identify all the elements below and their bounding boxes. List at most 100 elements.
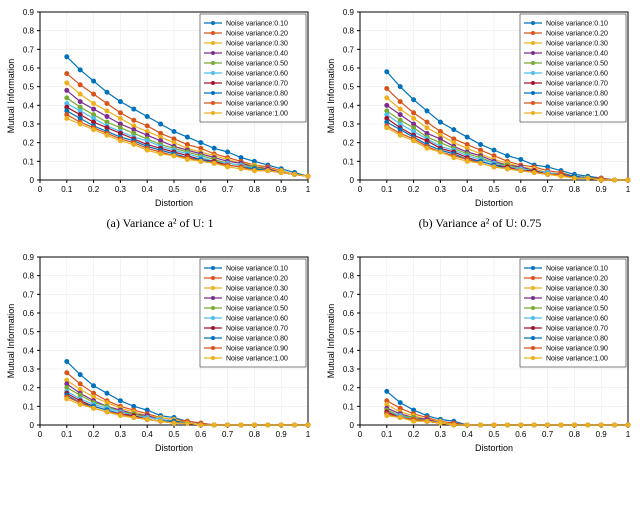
series-marker [105, 391, 109, 395]
ytick-label: 0.2 [343, 384, 355, 393]
series-marker [212, 161, 216, 165]
ytick-label: 0.8 [343, 27, 355, 36]
series-marker [65, 116, 69, 120]
ylabel: Mutual Information [326, 304, 336, 379]
series-marker [519, 157, 523, 161]
ytick-label: 0 [30, 176, 35, 185]
xtick-label: 0.4 [462, 185, 474, 194]
series-marker [252, 423, 256, 427]
series-marker [199, 159, 203, 163]
series-marker [145, 417, 149, 421]
legend-label: Noise variance:0.80 [226, 336, 288, 343]
series-marker [266, 169, 270, 173]
series-marker [78, 402, 82, 406]
legend-label: Noise variance:0.20 [546, 31, 608, 38]
series-marker [105, 90, 109, 94]
series-marker [65, 81, 69, 85]
series-marker [118, 116, 122, 120]
ytick-label: 0.2 [23, 139, 35, 148]
ytick-label: 0.4 [23, 346, 35, 355]
series-marker [586, 423, 590, 427]
legend-label: Noise variance:0.80 [546, 91, 608, 98]
legend-label: Noise variance:0.50 [226, 306, 288, 313]
xtick-label: 0.3 [435, 430, 447, 439]
legend-label: Noise variance:0.30 [226, 286, 288, 293]
series-marker [105, 109, 109, 113]
chart-a: 00.10.20.30.40.50.60.70.80.9100.10.20.30… [0, 0, 320, 210]
series-marker [118, 399, 122, 403]
series-marker [105, 101, 109, 105]
xtick-label: 0.8 [249, 430, 261, 439]
legend-label: Noise variance:0.10 [226, 266, 288, 273]
series-marker [438, 120, 442, 124]
ytick-label: 0.7 [23, 290, 35, 299]
series-marker [118, 139, 122, 143]
series-marker [385, 96, 389, 100]
xtick-label: 0 [38, 185, 43, 194]
series-marker [505, 423, 509, 427]
legend-label: Noise variance:0.70 [226, 326, 288, 333]
series-marker [199, 141, 203, 145]
ytick-label: 0.2 [23, 384, 35, 393]
ytick-label: 0.7 [343, 290, 355, 299]
series-marker [65, 371, 69, 375]
series-marker [145, 124, 149, 128]
series-marker [385, 103, 389, 107]
ytick-label: 0.6 [23, 64, 35, 73]
xtick-label: 0.1 [61, 430, 73, 439]
series-marker [398, 133, 402, 137]
series-marker [425, 120, 429, 124]
legend-label: Noise variance:0.20 [226, 31, 288, 38]
legend-label: Noise variance:0.70 [546, 326, 608, 333]
ytick-label: 0.8 [343, 272, 355, 281]
xtick-label: 0.2 [408, 185, 420, 194]
series-marker [105, 410, 109, 414]
legend: Noise variance:0.10Noise variance:0.20No… [520, 259, 626, 367]
legend-label: Noise variance:0.10 [546, 266, 608, 273]
ytick-label: 0.3 [343, 365, 355, 374]
xtick-label: 1 [306, 185, 311, 194]
series-marker [385, 414, 389, 418]
legend-label: Noise variance:1.00 [546, 111, 608, 118]
legend: Noise variance:0.10Noise variance:0.20No… [200, 14, 306, 122]
xtick-label: 0.9 [276, 185, 288, 194]
series-marker [226, 150, 230, 154]
series-marker [412, 98, 416, 102]
ytick-label: 0.7 [23, 45, 35, 54]
series-marker [479, 143, 483, 147]
ytick-label: 0.9 [23, 253, 35, 262]
series-marker [398, 113, 402, 117]
series-marker [239, 167, 243, 171]
xtick-label: 0.9 [596, 185, 608, 194]
legend-label: Noise variance:0.10 [546, 21, 608, 28]
xtick-label: 0.5 [488, 430, 500, 439]
xlabel: Distortion [475, 443, 513, 453]
ytick-label: 0.4 [343, 346, 355, 355]
legend-label: Noise variance:0.70 [226, 81, 288, 88]
series-marker [425, 109, 429, 113]
series-marker [465, 159, 469, 163]
ytick-label: 0.3 [343, 120, 355, 129]
series-marker [118, 414, 122, 418]
series-marker [586, 176, 590, 180]
xtick-label: 0.5 [488, 185, 500, 194]
chart-d: 00.10.20.30.40.50.60.70.80.9100.10.20.30… [320, 245, 640, 455]
xtick-label: 0.7 [222, 185, 234, 194]
legend-label: Noise variance:0.30 [546, 286, 608, 293]
xtick-label: 0.3 [115, 185, 127, 194]
series-marker [492, 423, 496, 427]
series-marker [78, 68, 82, 72]
xtick-label: 0.8 [249, 185, 261, 194]
legend-label: Noise variance:1.00 [546, 356, 608, 363]
series-marker [425, 146, 429, 150]
series-marker [78, 83, 82, 87]
xtick-label: 0.3 [115, 430, 127, 439]
ylabel: Mutual Information [326, 59, 336, 134]
series-marker [398, 401, 402, 405]
legend-label: Noise variance:0.40 [546, 296, 608, 303]
series-marker [132, 118, 136, 122]
legend: Noise variance:0.10 Noise variance:0.20 No… [520, 14, 626, 122]
xtick-label: 0 [38, 430, 43, 439]
series-marker [572, 176, 576, 180]
panel-d: 00.10.20.30.40.50.60.70.80.9100.10.20.30… [320, 245, 640, 455]
